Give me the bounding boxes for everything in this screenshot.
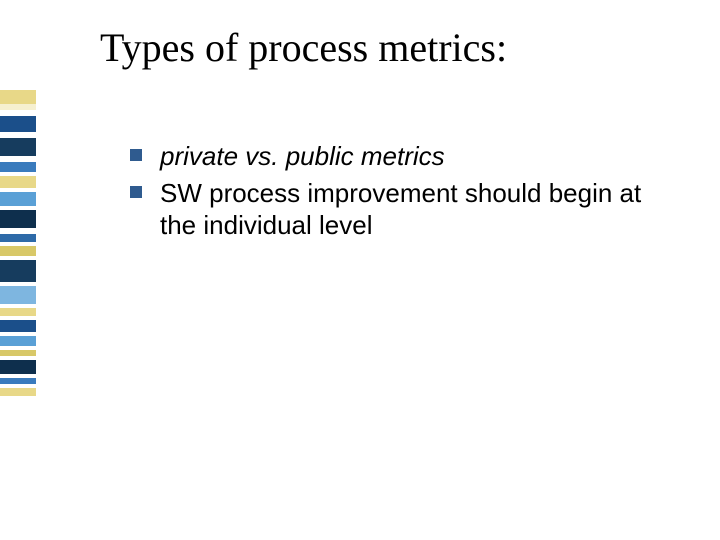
- slide-title: Types of process metrics:: [100, 24, 507, 71]
- stripe: [0, 138, 36, 156]
- stripe: [0, 308, 36, 316]
- stripe: [0, 260, 36, 282]
- stripe: [0, 336, 36, 346]
- decorative-side-stripes: [0, 90, 36, 400]
- stripe: [0, 116, 36, 132]
- stripe: [0, 90, 36, 104]
- bullet-marker-icon: [130, 149, 142, 161]
- bullet-text: SW process improvement should begin at t…: [160, 177, 670, 242]
- stripe: [0, 246, 36, 256]
- stripe: [0, 176, 36, 188]
- bullet-list: private vs. public metrics SW process imp…: [130, 140, 670, 246]
- stripe: [0, 320, 36, 332]
- bullet-text: private vs. public metrics: [160, 140, 445, 173]
- stripe: [0, 162, 36, 172]
- list-item: private vs. public metrics: [130, 140, 670, 173]
- list-item: SW process improvement should begin at t…: [130, 177, 670, 242]
- stripe: [0, 286, 36, 304]
- stripe: [0, 388, 36, 396]
- stripe: [0, 360, 36, 374]
- bullet-marker-icon: [130, 186, 142, 198]
- stripe: [0, 210, 36, 228]
- stripe: [0, 192, 36, 206]
- stripe: [0, 234, 36, 242]
